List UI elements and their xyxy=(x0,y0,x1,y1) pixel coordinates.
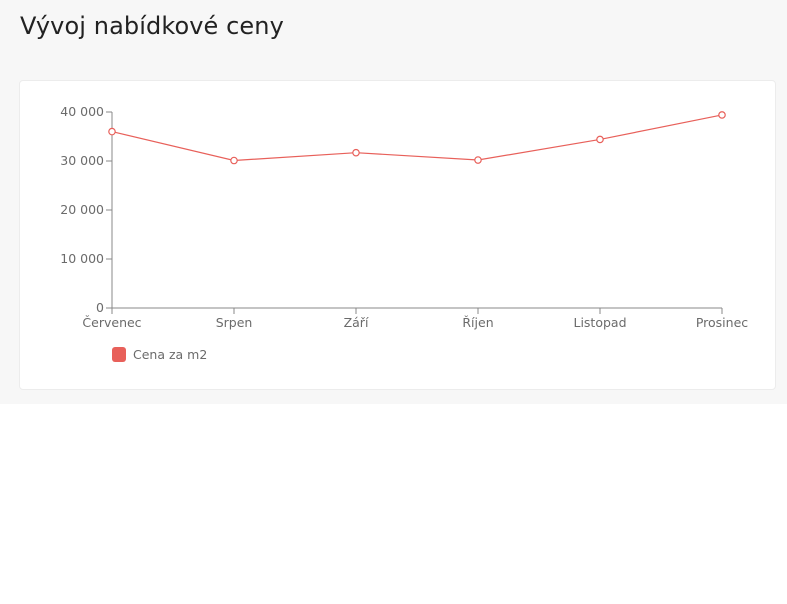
data-point xyxy=(596,135,604,144)
chart-axes: 0 10 000 20 000 30 000 40 000 Červenec Srpen Zá… xyxy=(60,104,748,330)
series-line xyxy=(111,114,723,162)
page-title: Vývoj nabídkové ceny xyxy=(20,12,284,40)
y-tick-label: 0 xyxy=(96,300,104,315)
legend-label: Cena za m2 xyxy=(133,347,207,362)
data-point xyxy=(230,156,238,165)
chart-series xyxy=(108,111,726,165)
x-tick-label: Září xyxy=(344,315,369,330)
y-tick-label: 10 000 xyxy=(60,251,104,266)
data-point xyxy=(108,127,116,136)
y-tick-label: 30 000 xyxy=(60,153,104,168)
x-tick-label: Červenec xyxy=(82,315,141,330)
x-tick-label: Srpen xyxy=(216,315,253,330)
chart-legend: Cena za m2 xyxy=(112,347,207,362)
y-tick-label: 40 000 xyxy=(60,104,104,119)
data-point xyxy=(352,148,360,157)
legend-swatch xyxy=(112,347,126,362)
x-tick-label: Listopad xyxy=(573,315,626,330)
data-point xyxy=(718,111,726,119)
chart-card xyxy=(19,80,776,390)
x-tick-label: Prosinec xyxy=(696,315,748,330)
data-point xyxy=(474,156,482,164)
x-tick-label: Říjen xyxy=(462,315,493,330)
y-tick-label: 20 000 xyxy=(60,202,104,217)
